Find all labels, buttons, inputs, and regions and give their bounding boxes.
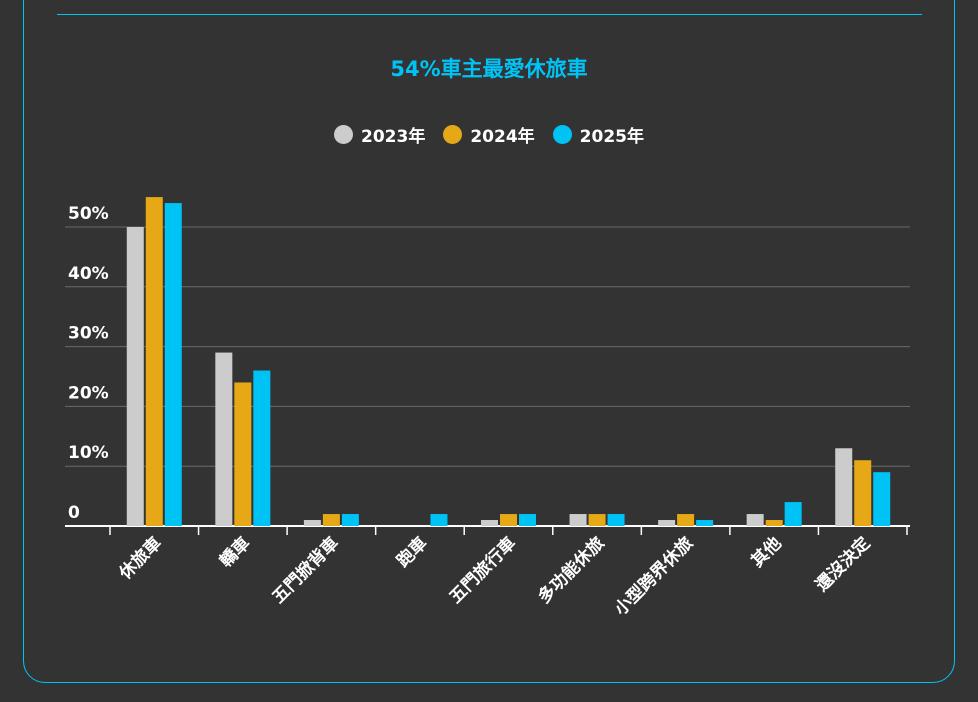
bar-2025年-小型跨界休旅 [696, 520, 714, 526]
bar-2024年-五門掀背車 [322, 514, 340, 526]
y-tick-label: 30% [68, 324, 109, 344]
bar-2024年-五門旅行車 [500, 514, 517, 526]
y-tick-label: 0 [68, 503, 80, 523]
bar-2024年-多功能休旅 [588, 514, 606, 526]
legend-label: 2025年 [579, 127, 644, 147]
x-tick-label: 五門旅行車 [445, 533, 520, 608]
bar-2024年-小型跨界休旅 [677, 514, 695, 526]
bar-2025年-跑車 [430, 514, 448, 526]
bar-2023年-五門掀背車 [303, 520, 321, 526]
bar-2025年-轎車 [253, 370, 271, 526]
bar-2024年-其他 [765, 520, 783, 526]
bar-2025年-多功能休旅 [607, 514, 625, 526]
bar-2025年-五門旅行車 [519, 514, 536, 526]
legend-label: 2023年 [361, 127, 426, 147]
bar-2024年-休旅車 [145, 197, 163, 526]
legend-label: 2024年 [470, 127, 535, 147]
bar-2023年-轎車 [215, 352, 233, 526]
legend-swatch [334, 125, 353, 144]
y-tick-label: 20% [68, 383, 109, 403]
legend-item-2023[interactable]: 2023年 [334, 122, 425, 147]
x-tick-label: 多功能休旅 [534, 533, 609, 608]
x-tick-label: 其他 [747, 533, 786, 572]
bar-2025年-五門掀背車 [341, 514, 359, 526]
bar-2023年-還沒決定 [835, 448, 853, 526]
legend: 2023年 2024年 2025年 [0, 122, 978, 147]
bar-2023年-五門旅行車 [481, 520, 498, 526]
legend-item-2025[interactable]: 2025年 [552, 122, 644, 147]
x-tick-label: 休旅車 [114, 533, 166, 585]
bar-2024年-還沒決定 [854, 460, 872, 526]
legend-item-2024[interactable]: 2024年 [443, 122, 535, 147]
bar-2025年-其他 [784, 502, 802, 526]
bar-2025年-還沒決定 [873, 472, 891, 526]
bar-2025年-休旅車 [164, 203, 182, 526]
x-tick-label: 小型跨界休旅 [610, 533, 697, 620]
chart-title: 54%車主最愛休旅車 [390, 57, 588, 81]
x-tick-label: 轎車 [215, 533, 254, 572]
bar-2024年-轎車 [234, 382, 252, 526]
bar-2023年-多功能休旅 [569, 514, 587, 526]
y-tick-label: 40% [68, 264, 109, 284]
card-frame [23, 0, 955, 683]
y-tick-label: 10% [68, 443, 109, 463]
bar-2023年-小型跨界休旅 [658, 520, 676, 526]
x-tick-label: 五門掀背車 [268, 533, 343, 608]
bar-2023年-休旅車 [126, 227, 144, 526]
y-tick-label: 50% [68, 204, 109, 224]
x-tick-label: 還沒決定 [811, 533, 874, 596]
legend-swatch [443, 125, 463, 144]
legend-swatch [552, 125, 572, 144]
top-divider [57, 14, 922, 15]
bar-2023年-其他 [746, 514, 764, 526]
x-tick-label: 跑車 [393, 533, 432, 572]
